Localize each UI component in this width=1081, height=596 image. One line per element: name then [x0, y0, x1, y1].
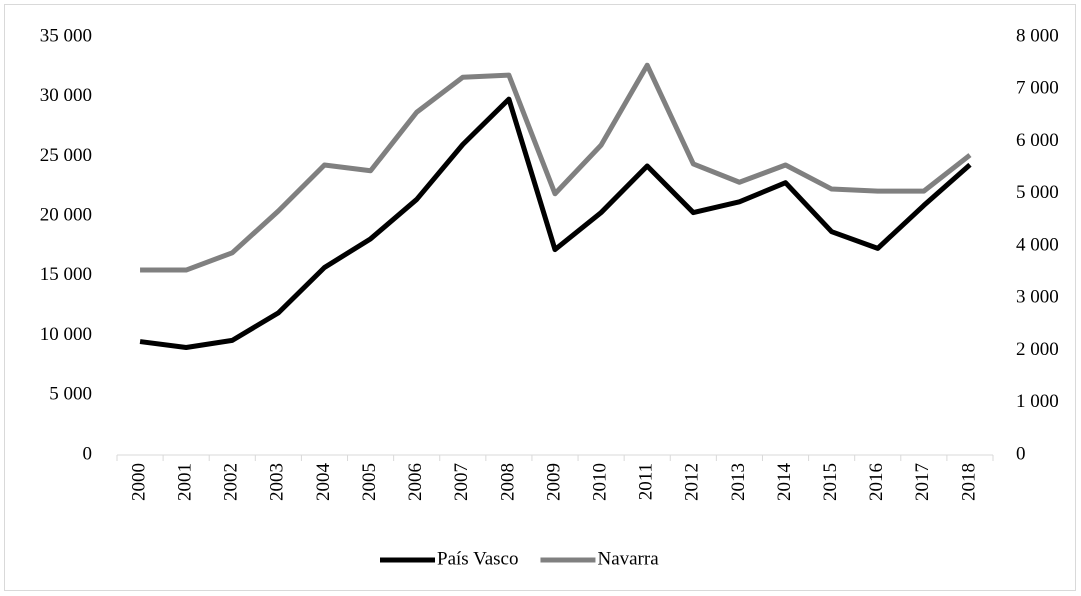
x-tick-label: 2003	[267, 463, 288, 501]
x-tick-label: 2009	[543, 463, 564, 501]
y2-tick-label: 5 000	[1016, 182, 1059, 203]
x-tick-label: 2002	[221, 463, 242, 501]
x-tick-label: 2011	[636, 463, 657, 500]
x-tick-label: 2004	[313, 463, 334, 502]
y-tick-label: 0	[83, 443, 93, 464]
y-tick-label: 30 000	[40, 85, 92, 106]
x-tick-label: 2001	[175, 463, 196, 501]
y-tick-label: 15 000	[40, 264, 92, 285]
x-tick-label: 2007	[451, 463, 472, 501]
x-tick-label: 2016	[866, 463, 887, 501]
x-tick-label: 2014	[774, 463, 795, 502]
x-tick-label: 2012	[682, 463, 703, 501]
y2-tick-label: 1 000	[1016, 391, 1059, 412]
x-tick-label: 2000	[128, 463, 149, 501]
legend-label: Navarra	[597, 548, 659, 569]
x-tick-label: 2010	[589, 463, 610, 501]
y2-tick-label: 0	[1016, 443, 1026, 464]
x-tick-label: 2005	[359, 463, 380, 501]
y2-tick-label: 6 000	[1016, 130, 1059, 151]
x-tick-label: 2008	[497, 463, 518, 501]
line-series	[140, 62, 972, 273]
y2-tick-label: 3 000	[1016, 287, 1059, 308]
y-tick-label: 10 000	[40, 324, 92, 345]
y-tick-label: 35 000	[40, 25, 92, 46]
x-tick-label: 2015	[820, 463, 841, 501]
x-tick-label: 2018	[958, 463, 979, 501]
y2-tick-label: 4 000	[1016, 234, 1059, 255]
y-tick-label: 20 000	[40, 205, 92, 226]
y-tick-label: 5 000	[49, 384, 92, 405]
y2-tick-label: 7 000	[1016, 78, 1059, 99]
y2-tick-label: 2 000	[1016, 339, 1059, 360]
y-tick-label: 25 000	[40, 145, 92, 166]
x-tick-label: 2006	[405, 463, 426, 501]
x-tick-label: 2017	[912, 463, 933, 501]
y2-tick-label: 8 000	[1016, 25, 1059, 46]
chart-border	[4, 4, 1076, 591]
legend-label: País Vasco	[437, 548, 518, 569]
x-tick-label: 2013	[728, 463, 749, 501]
line-series	[139, 96, 972, 351]
